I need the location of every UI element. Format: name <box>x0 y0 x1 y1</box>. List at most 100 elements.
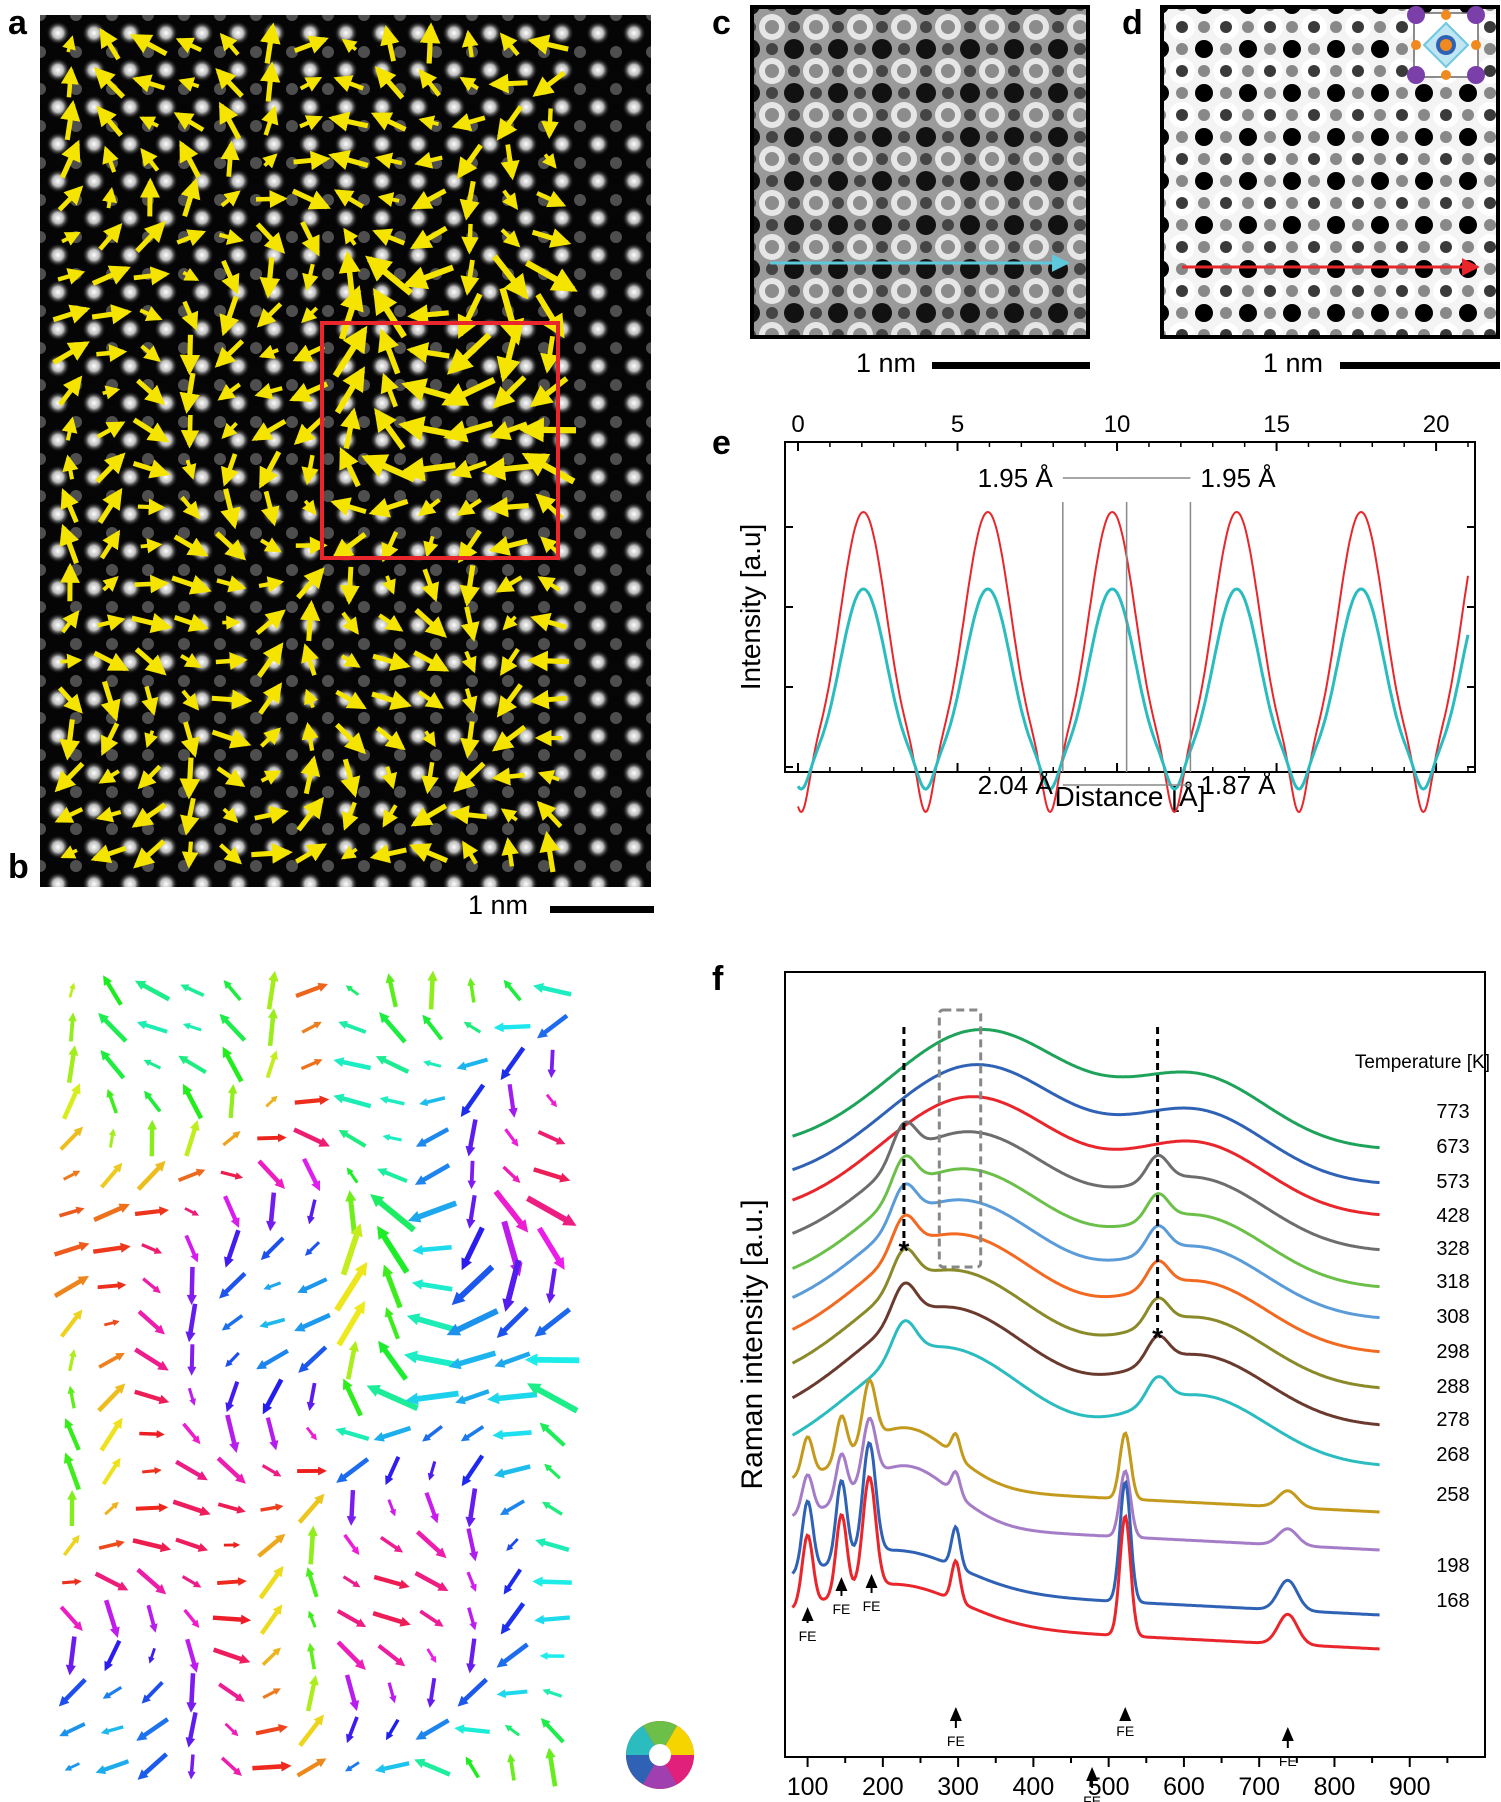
vector-arrow-head <box>190 1252 199 1263</box>
fe-arrow-head <box>949 1707 962 1721</box>
vector-arrow-shaft <box>103 1599 119 1633</box>
vector-arrow-shaft <box>424 1425 443 1441</box>
vector-arrow-head <box>539 1422 550 1433</box>
series-line-red <box>797 510 1469 814</box>
displacement-arrow <box>532 70 566 97</box>
temperature-label: 298 <box>1436 1341 1469 1363</box>
vector-arrow-head <box>112 1417 123 1429</box>
vector-arrow-shaft <box>502 1165 519 1182</box>
x-tick-label: 300 <box>937 1773 979 1801</box>
vector-arrow-head <box>307 1215 315 1225</box>
displacement-arrow <box>182 267 200 282</box>
x-tick-label: 15 <box>1263 411 1290 438</box>
vector-arrow-shaft <box>380 1344 408 1381</box>
vector-arrow-head <box>378 1340 390 1354</box>
displacement-arrow <box>299 599 321 642</box>
displacement-arrow <box>292 344 325 362</box>
vector-arrow-head <box>333 1057 345 1068</box>
panel-letter-b: b <box>8 848 29 886</box>
vector-arrow-head <box>195 1168 206 1177</box>
displacement-arrow <box>173 613 209 632</box>
displacement-arrow <box>461 29 479 58</box>
vector-arrow-shaft <box>493 1189 526 1229</box>
vector-arrow-head <box>240 1614 252 1625</box>
vector-arrow-shaft <box>372 1611 406 1626</box>
vector-arrow-head <box>515 1219 529 1233</box>
vector-arrow-shaft <box>66 1050 77 1084</box>
displacement-arrow <box>216 575 247 593</box>
vector-arrow-shaft <box>418 1759 451 1777</box>
displacement-arrow <box>402 264 455 290</box>
vector-arrow-shaft <box>419 1163 451 1184</box>
vector-arrow-head <box>115 1352 125 1361</box>
displacement-arrow <box>342 801 359 831</box>
x-tick-label: 600 <box>1163 1773 1205 1801</box>
displacement-arrow <box>220 453 239 487</box>
displacement-arrow <box>300 220 320 257</box>
vector-arrow-shaft <box>460 1677 488 1705</box>
panel-letter-d: d <box>1122 4 1143 42</box>
displacement-arrow <box>304 688 319 709</box>
displacement-arrow <box>98 222 123 251</box>
vector-arrow-head <box>273 1469 282 1477</box>
vector-arrow-shaft <box>469 981 476 1003</box>
fe-peak-label: FE <box>799 1628 817 1644</box>
vector-arrow-head <box>260 1250 271 1261</box>
displacement-arrow <box>132 417 170 443</box>
displacement-arrow <box>98 768 120 784</box>
displacement-arrow <box>302 263 319 292</box>
vector-arrow-shaft <box>454 1350 497 1368</box>
vector-arrow-head <box>507 1753 516 1763</box>
vector-arrow-head <box>496 1326 509 1338</box>
vector-arrow-head <box>298 1362 309 1373</box>
vector-arrow-head <box>221 1322 231 1331</box>
vector-arrow-shaft <box>525 1195 572 1225</box>
displacement-arrow <box>91 304 132 325</box>
vector-arrow-head <box>74 1578 82 1586</box>
vector-arrow-shaft <box>189 1754 195 1775</box>
vector-arrow-head <box>539 1652 548 1660</box>
displacement-arrow <box>134 647 167 676</box>
vector-arrow-shaft <box>255 1725 283 1736</box>
vector-arrow-head <box>277 1133 287 1143</box>
vector-arrow-head <box>457 1695 469 1707</box>
raman-spectrum-773 <box>792 1028 1380 1150</box>
vector-arrow-head <box>69 1349 77 1358</box>
displacement-arrow <box>450 459 487 479</box>
displacement-arrow <box>100 680 121 722</box>
displacement-arrow <box>180 495 201 520</box>
temperature-label: 673 <box>1436 1136 1469 1158</box>
vector-arrow-head <box>307 1525 318 1537</box>
vector-arrow-head <box>467 977 476 986</box>
vector-arrow-head <box>115 1539 125 1548</box>
vector-arrow-shaft <box>65 1457 81 1491</box>
vector-arrow-head <box>65 1664 76 1676</box>
vector-arrow-head <box>185 1737 196 1748</box>
y-axis-label: Raman intensity [a.u.] <box>736 1199 769 1489</box>
displacement-arrow <box>495 575 523 593</box>
vector-arrow-head <box>460 1433 470 1442</box>
vector-arrow-shaft <box>548 1268 557 1299</box>
vector-arrow-head <box>155 1584 167 1595</box>
vector-arrow-head <box>191 1619 200 1629</box>
vector-arrow-shaft <box>498 1430 532 1438</box>
vector-arrow-shaft <box>104 1725 124 1734</box>
displacement-arrow <box>255 609 286 635</box>
vector-arrow-shaft <box>347 1196 357 1235</box>
vector-arrow-head <box>411 1279 423 1290</box>
vector-arrow-shaft <box>386 1311 400 1340</box>
x-tick-label: 400 <box>1013 1773 1055 1801</box>
fe-peak-label: FE <box>863 1598 881 1614</box>
vector-arrow-head <box>345 985 353 992</box>
displacement-arrow <box>407 304 449 326</box>
temperature-label: 278 <box>1436 1409 1469 1431</box>
vector-arrow-shaft <box>183 985 205 997</box>
displacement-arrow <box>333 75 364 93</box>
displacement-arrow <box>254 805 289 825</box>
displacement-arrow <box>57 268 86 285</box>
vector-arrow-shaft <box>336 1305 364 1347</box>
displacement-arrow <box>410 225 448 250</box>
displacement-arrow <box>414 608 447 638</box>
vector-arrow-head <box>63 1452 74 1464</box>
displacement-arrow <box>418 115 439 131</box>
